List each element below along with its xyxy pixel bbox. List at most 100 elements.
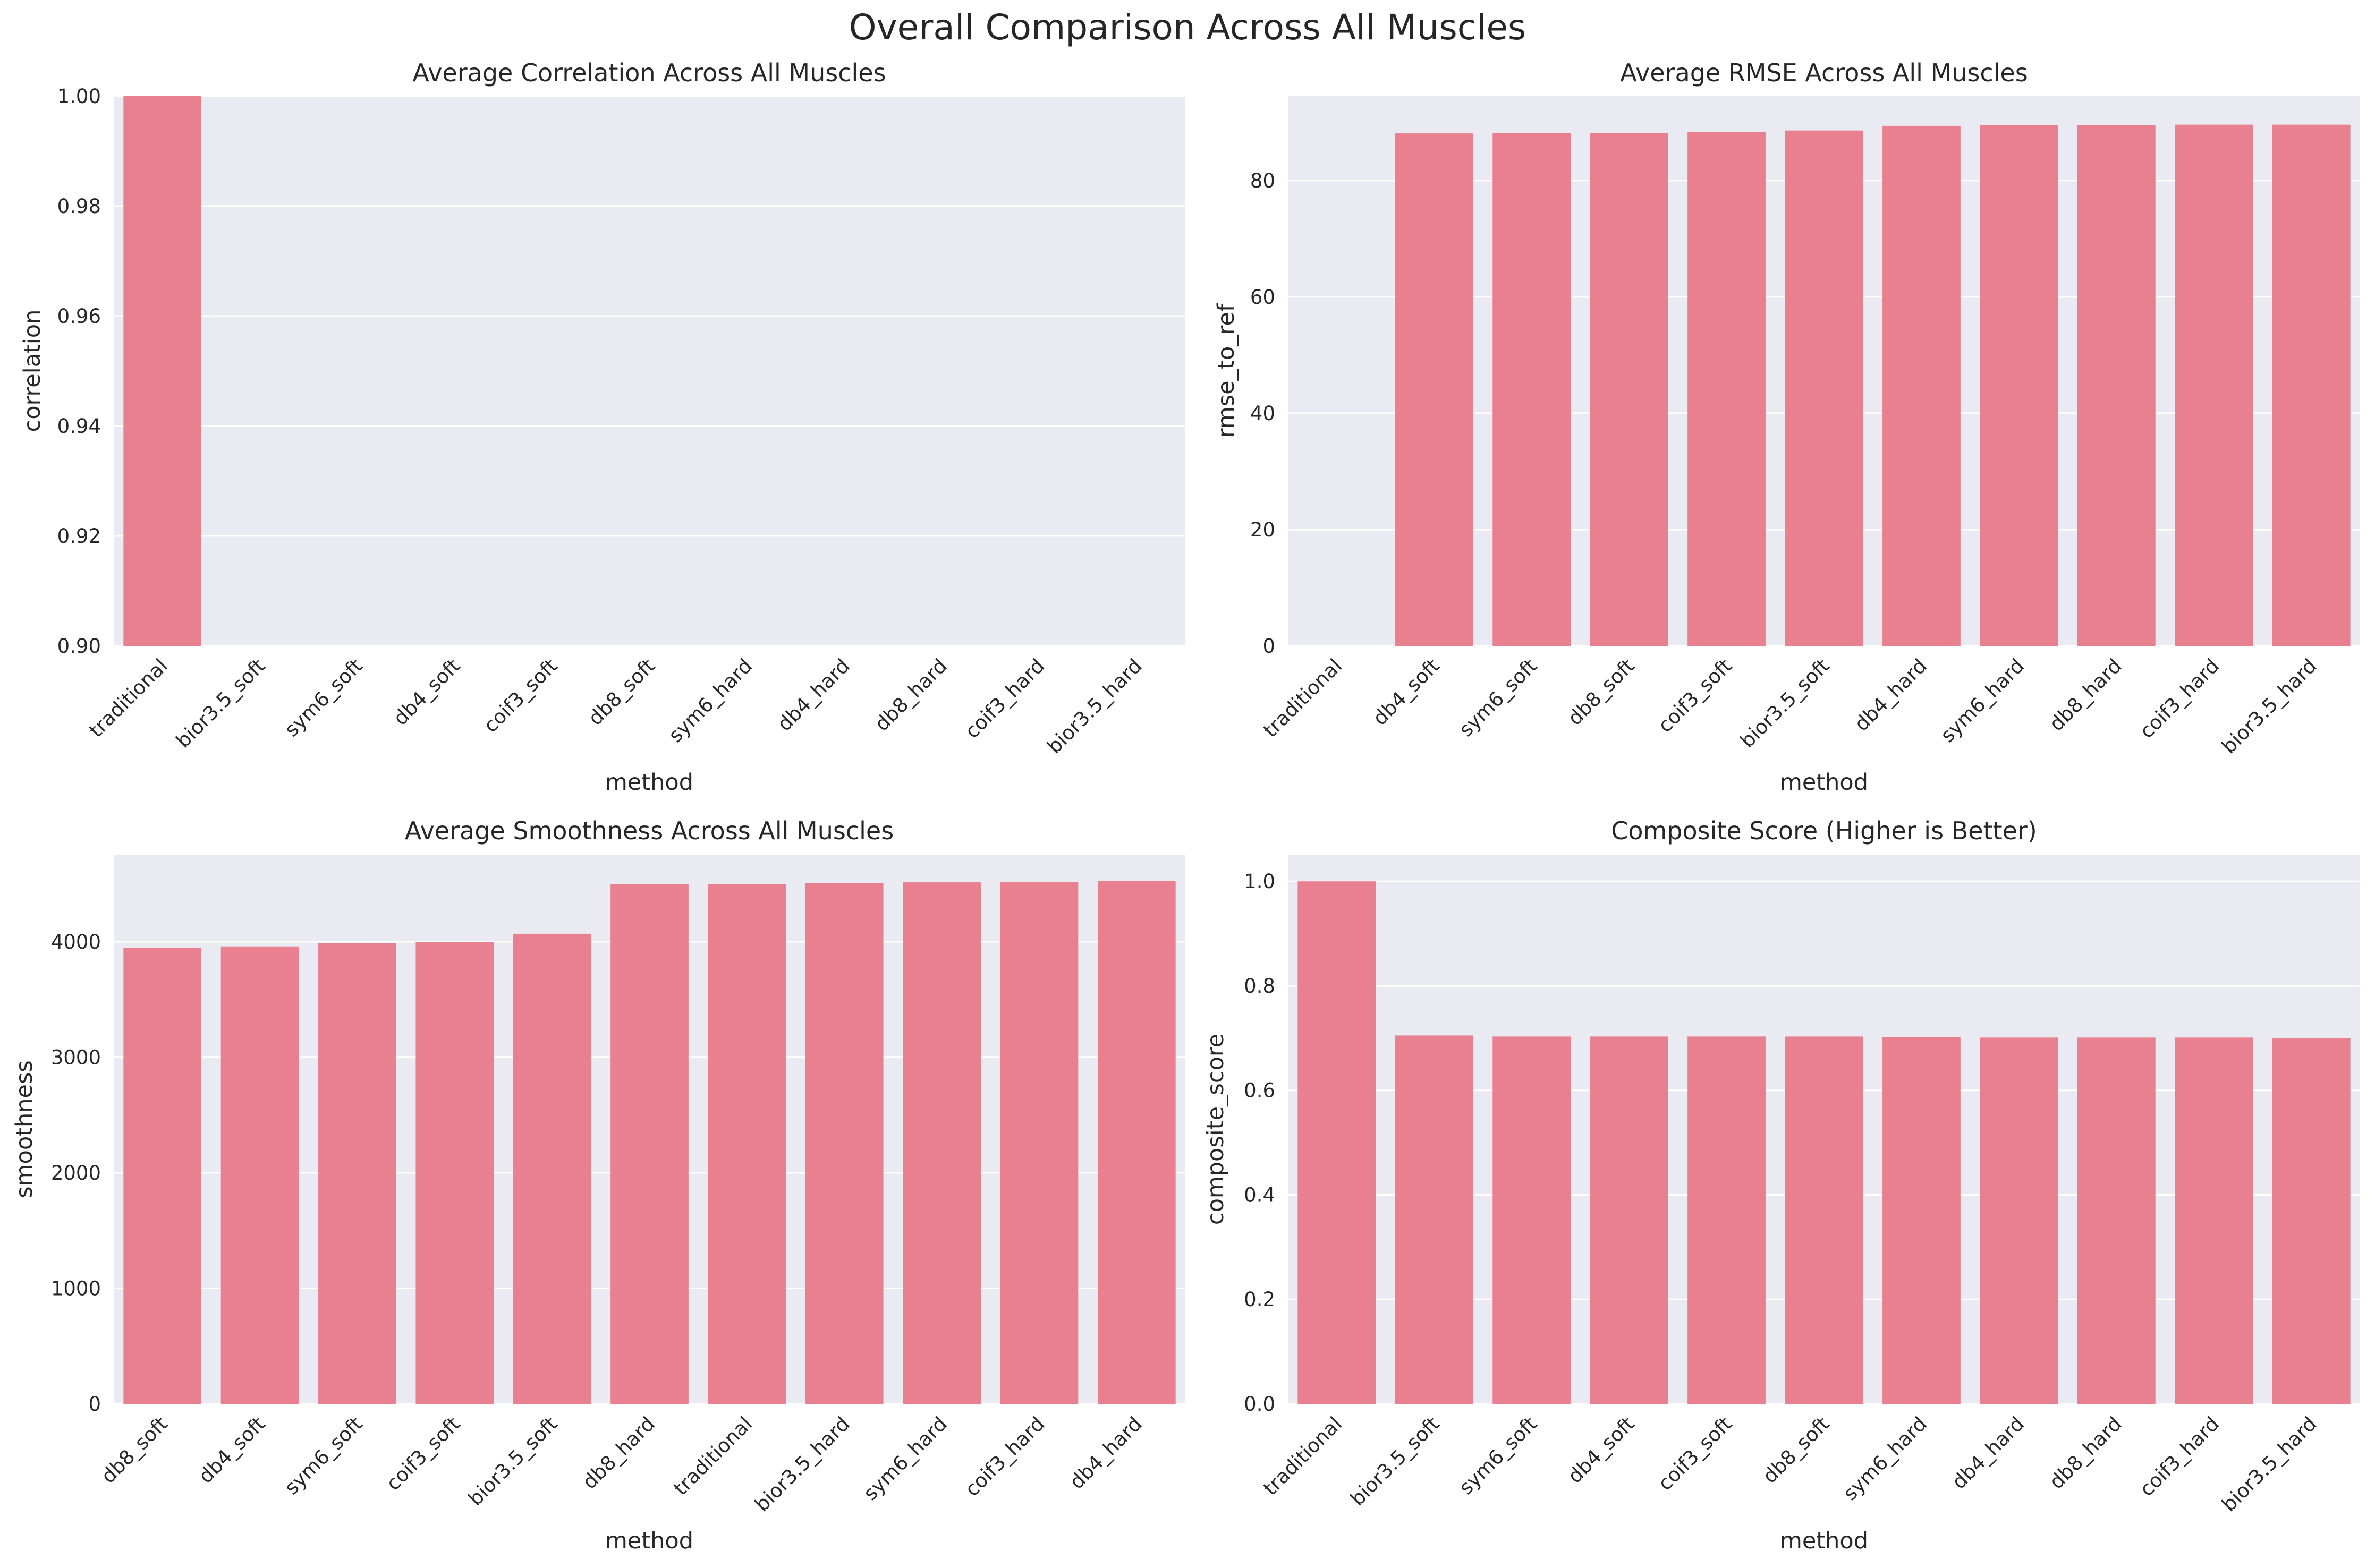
x-tick-label: db8_hard bbox=[2045, 1412, 2126, 1494]
bar bbox=[2272, 1038, 2351, 1404]
y-tick-label: 1000 bbox=[51, 1277, 101, 1300]
panel-title: Average Smoothness Across All Muscles bbox=[405, 816, 894, 845]
bar bbox=[1980, 125, 2058, 646]
x-tick-label: coif3_soft bbox=[479, 654, 562, 737]
bar bbox=[708, 884, 786, 1404]
x-tick-label: db8_hard bbox=[578, 1412, 659, 1494]
x-axis-label: method bbox=[1780, 1528, 1868, 1554]
y-tick-labels: 0 20 40 60 80 bbox=[1250, 169, 1275, 658]
x-tick-label: bior3.5_soft bbox=[1346, 1412, 1444, 1510]
x-tick-label: coif3_hard bbox=[2135, 654, 2224, 743]
y-axis-label: correlation bbox=[19, 310, 46, 432]
bar bbox=[1882, 125, 1961, 646]
x-tick-labels: db8_soft db4_soft sym6_soft coif3_softbior3… bbox=[97, 1412, 1147, 1516]
y-tick-label: 4000 bbox=[51, 931, 101, 953]
bars bbox=[123, 881, 1176, 1404]
x-tick-label: db4_soft bbox=[1369, 654, 1444, 730]
y-tick-labels: 0.90 0.92 0.94 0.96 0.98 1.00 bbox=[57, 85, 101, 658]
x-tick-label: traditional bbox=[1259, 654, 1346, 742]
bar bbox=[1882, 1037, 1961, 1404]
bars bbox=[1297, 881, 2351, 1404]
x-tick-labels: traditional db4_soft sym6_soft db8_soft coif… bbox=[1259, 654, 2321, 758]
bar bbox=[2077, 125, 2156, 646]
y-tick-label: 0.8 bbox=[1244, 975, 1275, 998]
bar bbox=[1590, 1036, 1668, 1404]
x-axis-label: method bbox=[1780, 769, 1868, 796]
y-tick-label: 40 bbox=[1250, 402, 1275, 425]
bar bbox=[1395, 1035, 1473, 1404]
axes-background bbox=[114, 96, 1185, 646]
x-tick-label: db4_soft bbox=[1563, 1412, 1639, 1488]
x-tick-label: db8_soft bbox=[1563, 654, 1639, 730]
y-axis-label: smoothness bbox=[11, 1060, 38, 1198]
x-tick-label: sym6_soft bbox=[280, 654, 367, 741]
x-tick-label: bior3.5_hard bbox=[2217, 1412, 2321, 1516]
bar bbox=[318, 943, 396, 1404]
x-tick-label: coif3_soft bbox=[381, 1412, 464, 1495]
bar bbox=[1492, 133, 1571, 646]
x-tick-label: coif3_hard bbox=[961, 1412, 1049, 1501]
panel-correlation: 0.900.920.940.960.981.00 traditionalbior… bbox=[19, 58, 1185, 796]
x-tick-label: db4_hard bbox=[1065, 1412, 1147, 1494]
bars bbox=[123, 96, 202, 646]
bar bbox=[415, 942, 494, 1404]
y-tick-label: 80 bbox=[1250, 169, 1275, 192]
x-tick-label: traditional bbox=[669, 1412, 757, 1500]
x-tick-label: bior3.5_soft bbox=[464, 1412, 562, 1510]
x-tick-label: coif3_soft bbox=[1653, 654, 1736, 737]
x-tick-label: db8_hard bbox=[870, 654, 952, 736]
bar bbox=[903, 882, 981, 1404]
bar bbox=[1785, 1036, 1863, 1404]
y-tick-label: 0 bbox=[1262, 635, 1275, 658]
panel-title: Composite Score (Higher is Better) bbox=[1611, 816, 2037, 845]
x-tick-label: bior3.5_soft bbox=[1736, 654, 1834, 752]
y-tick-labels: 0.0 0.2 0.4 0.6 0.8 1.0 bbox=[1244, 870, 1275, 1416]
y-tick-label: 0.92 bbox=[57, 525, 101, 548]
y-tick-label: 0.94 bbox=[57, 415, 101, 438]
y-tick-label: 60 bbox=[1250, 286, 1275, 309]
x-tick-label: coif3_hard bbox=[961, 654, 1049, 743]
bar bbox=[805, 883, 884, 1404]
x-tick-label: bior3.5_hard bbox=[1042, 654, 1146, 758]
x-tick-label: db8_soft bbox=[1758, 1412, 1834, 1488]
y-tick-label: 0.4 bbox=[1244, 1183, 1275, 1206]
bar bbox=[2077, 1037, 2156, 1404]
bar bbox=[1687, 132, 1766, 646]
bar bbox=[513, 933, 591, 1404]
y-tick-labels: 0 1000 2000 3000 4000 bbox=[51, 931, 101, 1416]
bar bbox=[123, 96, 202, 646]
x-tick-label: traditional bbox=[84, 654, 172, 742]
x-tick-label: bior3.5_soft bbox=[172, 654, 269, 752]
y-tick-label: 0 bbox=[88, 1393, 101, 1416]
x-tick-label: bior3.5_hard bbox=[2217, 654, 2321, 758]
y-axis-label: rmse_to_ref bbox=[1213, 303, 1240, 438]
y-tick-label: 2000 bbox=[51, 1162, 101, 1184]
x-tick-label: db4_soft bbox=[194, 1412, 269, 1488]
figure-title: Overall Comparison Across All Muscles bbox=[849, 7, 1526, 48]
bar bbox=[1097, 881, 1176, 1404]
x-tick-label: traditional bbox=[1259, 1412, 1346, 1500]
x-tick-label: db8_soft bbox=[97, 1412, 172, 1488]
bar bbox=[1785, 130, 1863, 646]
x-tick-label: sym6_hard bbox=[1936, 654, 2029, 747]
bar bbox=[220, 946, 299, 1404]
panel-rmse: 0 20 40 60 80 traditional db4_soft sym6_soft db… bbox=[1213, 58, 2360, 796]
bar bbox=[1000, 882, 1079, 1404]
x-axis-label: method bbox=[605, 769, 693, 796]
x-tick-label: db4_hard bbox=[773, 654, 854, 736]
y-tick-label: 0.0 bbox=[1244, 1393, 1275, 1416]
y-tick-label: 0.96 bbox=[57, 305, 101, 328]
x-tick-label: sym6_hard bbox=[1839, 1412, 1931, 1505]
x-tick-label: db8_hard bbox=[2045, 654, 2126, 736]
bar bbox=[1297, 881, 1376, 1404]
bar bbox=[1687, 1036, 1766, 1404]
bars bbox=[1395, 124, 2351, 646]
y-axis-label: composite_score bbox=[1202, 1034, 1229, 1225]
x-tick-label: sym6_soft bbox=[1455, 1412, 1541, 1499]
y-tick-label: 0.2 bbox=[1244, 1288, 1275, 1311]
y-tick-label: 3000 bbox=[51, 1046, 101, 1069]
bar bbox=[2175, 124, 2253, 646]
bar bbox=[1980, 1037, 2058, 1404]
